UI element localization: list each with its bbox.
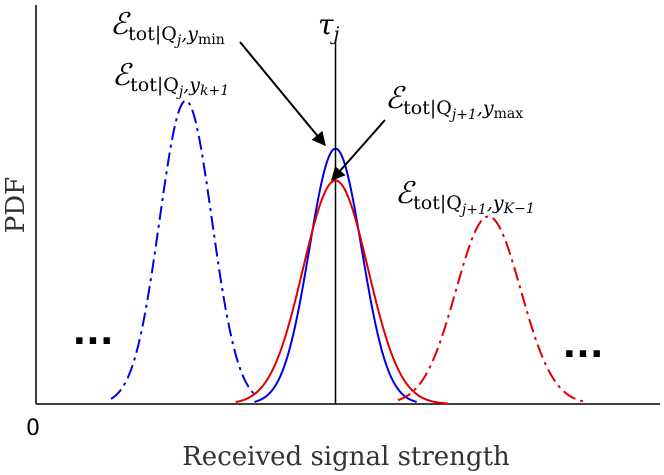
annotation-sub: tot|Q	[413, 192, 462, 214]
x-origin-tick: 0	[26, 416, 40, 441]
annotation-subrest: ,y	[487, 192, 504, 214]
threshold-label-main: τ	[318, 8, 334, 41]
threshold-label-sub: j	[330, 23, 340, 45]
x-axis-label: Received signal strength	[182, 442, 510, 472]
ellipsis-right: ...	[562, 325, 603, 366]
annotation-subsub2: max	[494, 106, 524, 122]
annotation-subsub: j	[176, 84, 184, 100]
ellipsis-left: ...	[72, 312, 113, 353]
pdf-curve-red-dashdot-3	[397, 215, 586, 403]
annotation-subsub2: k+1	[200, 83, 229, 99]
annotation-etot-qj1-ymax: ℰtot|Qj+1,ymax	[385, 81, 523, 123]
annotation-etot-qj-yk1: ℰtot|Qj,yk+1	[112, 58, 229, 100]
annotation-etot-qj-ymin: ℰtot|Qj,ymin	[110, 7, 225, 49]
annotation-subsub: j	[174, 33, 182, 49]
annotation-sub: tot|Q	[128, 23, 177, 45]
arrow-ymax	[331, 119, 386, 182]
pdf-curve-red-solid-2	[235, 179, 448, 405]
annotation-main: ℰ	[395, 176, 416, 211]
annotation-subsub: j+1	[449, 107, 477, 123]
pdf-curve-blue-dashdot-0	[110, 99, 256, 400]
annotation-etot-qj1-yk-1: ℰtot|Qj+1,yK−1	[395, 176, 535, 218]
curves-group	[110, 99, 586, 405]
annotation-sub: tot|Q	[403, 97, 452, 119]
annotation-main: ℰ	[110, 7, 131, 42]
annotation-subrest: ,y	[183, 74, 200, 96]
annotation-main: ℰ	[385, 81, 406, 116]
annotation-subrest: ,y	[477, 97, 494, 119]
arrow-ymin	[239, 41, 326, 147]
annotation-subsub2: K−1	[503, 201, 535, 217]
annotation-subrest: ,y	[181, 23, 198, 45]
annotation-main: ℰ	[112, 58, 133, 93]
annotation-subsub: j+1	[459, 202, 487, 218]
threshold-label: τj	[318, 8, 340, 45]
annotation-sub: tot|Q	[130, 74, 179, 96]
pdf-curve-blue-solid-1	[254, 147, 417, 403]
annotation-subsub2: min	[198, 32, 225, 48]
y-axis-label: PDF	[1, 177, 31, 233]
